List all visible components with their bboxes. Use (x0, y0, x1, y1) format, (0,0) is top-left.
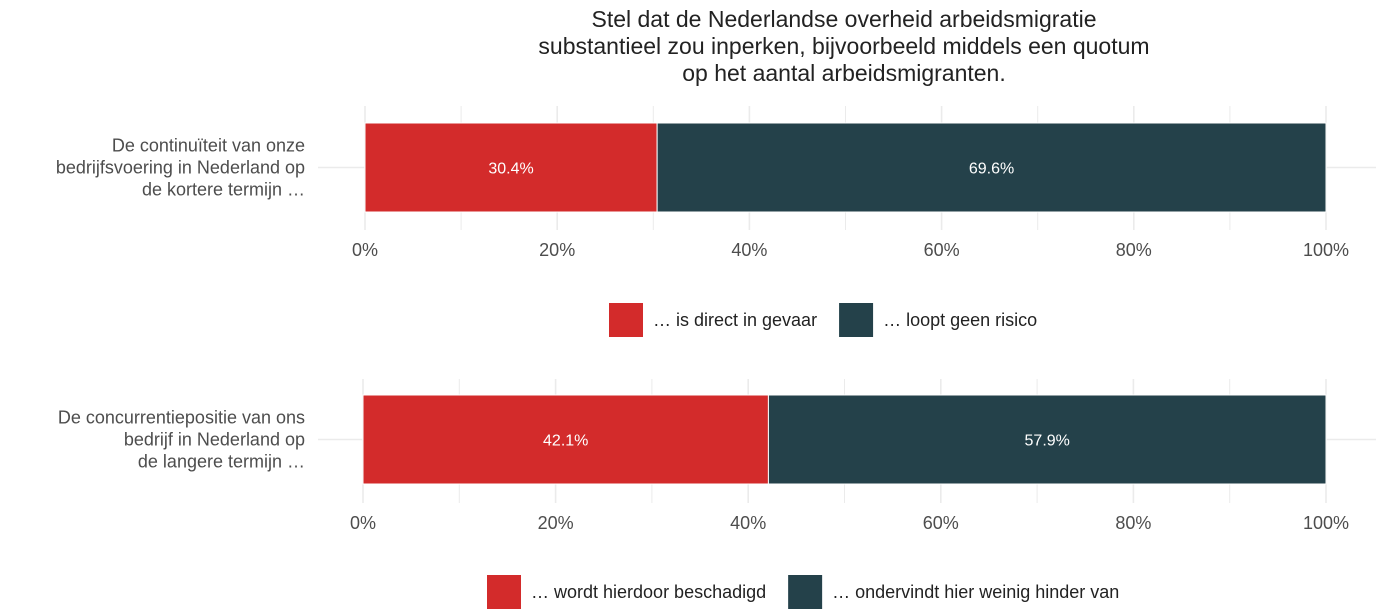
x-tick-label: 20% (539, 240, 575, 260)
panel-2: 42.1% 57.9% De concurrentiepositie van ons… (58, 379, 1376, 609)
legend-key (788, 575, 823, 609)
bar-value-label: 57.9% (1025, 433, 1070, 450)
x-tick-label: 60% (924, 240, 960, 260)
chart-title-line: Stel dat de Nederlandse overheid arbeids… (591, 6, 1096, 32)
legend: … is direct in gevaar … loopt geen risico (609, 303, 1037, 337)
legend-key (839, 303, 874, 337)
bar-value-label: 69.6% (969, 161, 1014, 178)
chart-title: Stel dat de Nederlandse overheid arbeids… (538, 6, 1149, 86)
bar-segment-2 (656, 122, 1327, 213)
category-label-line: De continuïteit van onze (112, 136, 305, 156)
legend: … wordt hierdoor beschadigd … ondervindt … (487, 575, 1119, 609)
x-tick-label: 20% (538, 513, 574, 533)
x-tick-label: 40% (731, 240, 767, 260)
legend-label: … loopt geen risico (883, 310, 1037, 330)
x-tick-label: 40% (730, 513, 766, 533)
bar-value-label: 30.4% (488, 161, 533, 178)
x-tick-label: 80% (1116, 240, 1152, 260)
category-label-line: bedrijfsvoering in Nederland op (56, 158, 305, 178)
category-label-line: de kortere termijn … (142, 180, 305, 200)
bar-segment-1 (362, 394, 769, 485)
category-label-line: De concurrentiepositie van ons (58, 408, 305, 428)
bar-segment-2 (767, 394, 1327, 485)
legend-label: … ondervindt hier weinig hinder van (832, 582, 1119, 602)
panel-1: 30.4% 69.6% De continuïteit van onzebedrij… (56, 106, 1376, 337)
legend-label: … is direct in gevaar (653, 310, 817, 330)
category-label-line: bedrijf in Nederland op (124, 430, 305, 450)
x-tick-label: 60% (923, 513, 959, 533)
x-tick-label: 0% (352, 240, 378, 260)
chart-panels: 30.4% 69.6%De continuïteit van onzebedrij… (56, 106, 1376, 609)
legend-label: … wordt hierdoor beschadigd (531, 582, 766, 602)
category-label-line: de langere termijn … (138, 452, 305, 472)
legend-key (487, 575, 521, 609)
chart-title-line: substantieel zou inperken, bijvoorbeeld … (538, 33, 1149, 59)
x-tick-label: 80% (1115, 513, 1151, 533)
chart-title-line: op het aantal arbeidsmigranten. (682, 60, 1006, 86)
x-tick-label: 0% (350, 513, 376, 533)
bar-value-label: 42.1% (543, 433, 588, 450)
legend-key (609, 303, 643, 337)
bar-segment-1 (364, 122, 658, 213)
x-tick-label: 100% (1303, 240, 1349, 260)
x-tick-label: 100% (1303, 513, 1349, 533)
